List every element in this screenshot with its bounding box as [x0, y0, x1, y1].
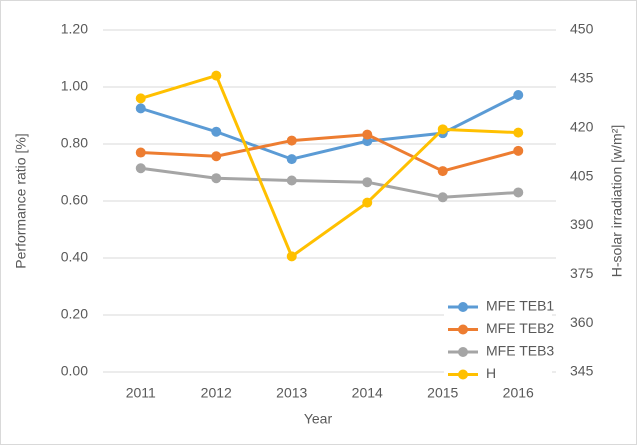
y2-axis-label: H-solar irradiation [w/m²] [609, 125, 625, 277]
legend-label: MFE TEB2 [486, 320, 554, 336]
x-tick-label: 2016 [503, 385, 534, 401]
data-point [286, 154, 297, 165]
y-tick-label: 1.20 [61, 21, 88, 37]
data-point [437, 166, 448, 177]
series-line [140, 93, 519, 161]
data-point [362, 197, 373, 208]
y2-tick-label: 390 [570, 216, 594, 232]
legend-label: H [486, 365, 496, 381]
series-line [140, 166, 519, 199]
legend-label: MFE TEB3 [486, 343, 554, 359]
y-tick-label: 0.00 [61, 363, 88, 379]
y-tick-label: 0.80 [61, 135, 88, 151]
legend-swatch-marker [458, 369, 468, 380]
data-point [437, 124, 448, 135]
data-point [286, 135, 297, 146]
y-tick-label: 0.20 [61, 306, 88, 322]
y2-tick-label: 420 [570, 118, 594, 134]
data-point [211, 126, 222, 137]
data-point [135, 147, 146, 158]
y-tick-label: 0.40 [61, 249, 88, 265]
y2-tick-label: 435 [570, 70, 594, 86]
y2-tick-label: 375 [570, 265, 594, 281]
legend-swatch-marker [458, 302, 468, 312]
data-point [211, 70, 222, 81]
x-tick-label: 2011 [126, 385, 156, 401]
x-tick-label: 2012 [201, 385, 232, 401]
data-point [211, 151, 222, 162]
data-point [135, 163, 146, 174]
data-point [513, 145, 524, 156]
x-tick-label: 2014 [352, 385, 383, 401]
data-point [513, 187, 524, 198]
series-line [140, 133, 519, 173]
y-tick-label: 1.00 [61, 78, 88, 94]
data-point [286, 175, 297, 186]
data-point [135, 103, 146, 114]
data-point [513, 89, 524, 100]
x-tick-label: 2015 [427, 385, 458, 401]
data-point [135, 93, 146, 104]
data-point [362, 177, 373, 188]
legend-swatch-marker [458, 324, 468, 335]
data-point [362, 129, 373, 140]
data-point [286, 251, 297, 262]
y-axis-label: Performance ratio [%] [13, 133, 29, 268]
data-point [437, 192, 448, 203]
legend-swatch-marker [458, 347, 468, 357]
data-point [211, 173, 222, 184]
y-tick-label: 0.60 [61, 192, 88, 208]
legend-label: MFE TEB1 [486, 298, 554, 314]
x-axis-label: Year [304, 411, 333, 427]
y2-tick-label: 405 [570, 167, 594, 183]
x-tick-label: 2013 [276, 385, 307, 401]
y2-tick-label: 345 [570, 363, 594, 379]
series-line [140, 73, 519, 259]
data-point [513, 127, 524, 138]
y2-tick-label: 450 [570, 21, 594, 37]
y2-tick-label: 360 [570, 314, 594, 330]
